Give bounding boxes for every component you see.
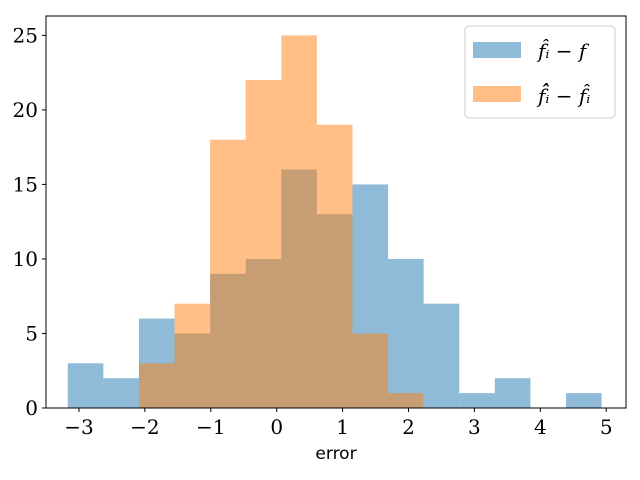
x-tick-label: 3	[468, 415, 481, 439]
histogram-bar-series-2-bin-5	[281, 35, 317, 408]
histogram-bar-series-1-bin-13	[494, 378, 531, 408]
y-tick-label: 10	[13, 247, 38, 271]
x-tick-label: 4	[534, 415, 547, 439]
histogram-bar-series-2-bin-6	[316, 124, 353, 408]
histogram-bar-series-1-bin-15	[566, 393, 602, 408]
histogram-bar-series-1-bin-12	[459, 393, 495, 408]
histogram-bar-series-1-bin-1	[67, 363, 104, 408]
y-tick-label: 25	[13, 23, 38, 47]
x-tick-label: 1	[336, 415, 349, 439]
legend: f̂ᵢ − f f̂̂ᵢ − f̂ᵢ	[464, 25, 616, 119]
histogram-bar-series-2-bin-8	[388, 393, 424, 408]
histogram-bar-series-2-bin-3	[210, 139, 246, 408]
histogram-bar-series-1-bin-11	[423, 303, 460, 408]
histogram-bar-series-2-bin-7	[352, 333, 389, 408]
legend-swatch-series-1	[473, 42, 521, 58]
x-tick-label: 2	[402, 415, 415, 439]
histogram-bar-series-1-bin-2	[103, 378, 139, 408]
legend-label-series-1: f̂ᵢ − f	[536, 39, 590, 63]
histogram-bar-series-2-bin-1	[138, 363, 175, 408]
bars-layer	[67, 35, 602, 408]
x-tick-label: 0	[270, 415, 283, 439]
histogram-bar-series-1-bin-10	[388, 258, 424, 408]
x-tick-label: 5	[600, 415, 613, 439]
legend-swatch-series-2	[473, 86, 521, 102]
legend-label-series-2: f̂̂ᵢ − f̂ᵢ	[536, 82, 591, 108]
histogram-bar-series-2-bin-2	[174, 303, 211, 408]
y-tick-label: 20	[13, 98, 38, 122]
y-tick-label: 5	[25, 321, 38, 345]
ticks-layer: −3 −2 −1 0 1 2 3 4 5 0 5 10 15 20 25	[13, 23, 613, 439]
x-tick-label: −3	[64, 415, 93, 439]
x-tick-label: −2	[130, 415, 159, 439]
plot-frame	[45, 15, 627, 409]
histogram-bar-series-2-bin-4	[245, 80, 282, 408]
x-axis-label: error	[315, 444, 356, 464]
y-tick-label: 0	[25, 396, 38, 420]
x-tick-label: −1	[196, 415, 225, 439]
y-tick-label: 15	[13, 172, 38, 196]
